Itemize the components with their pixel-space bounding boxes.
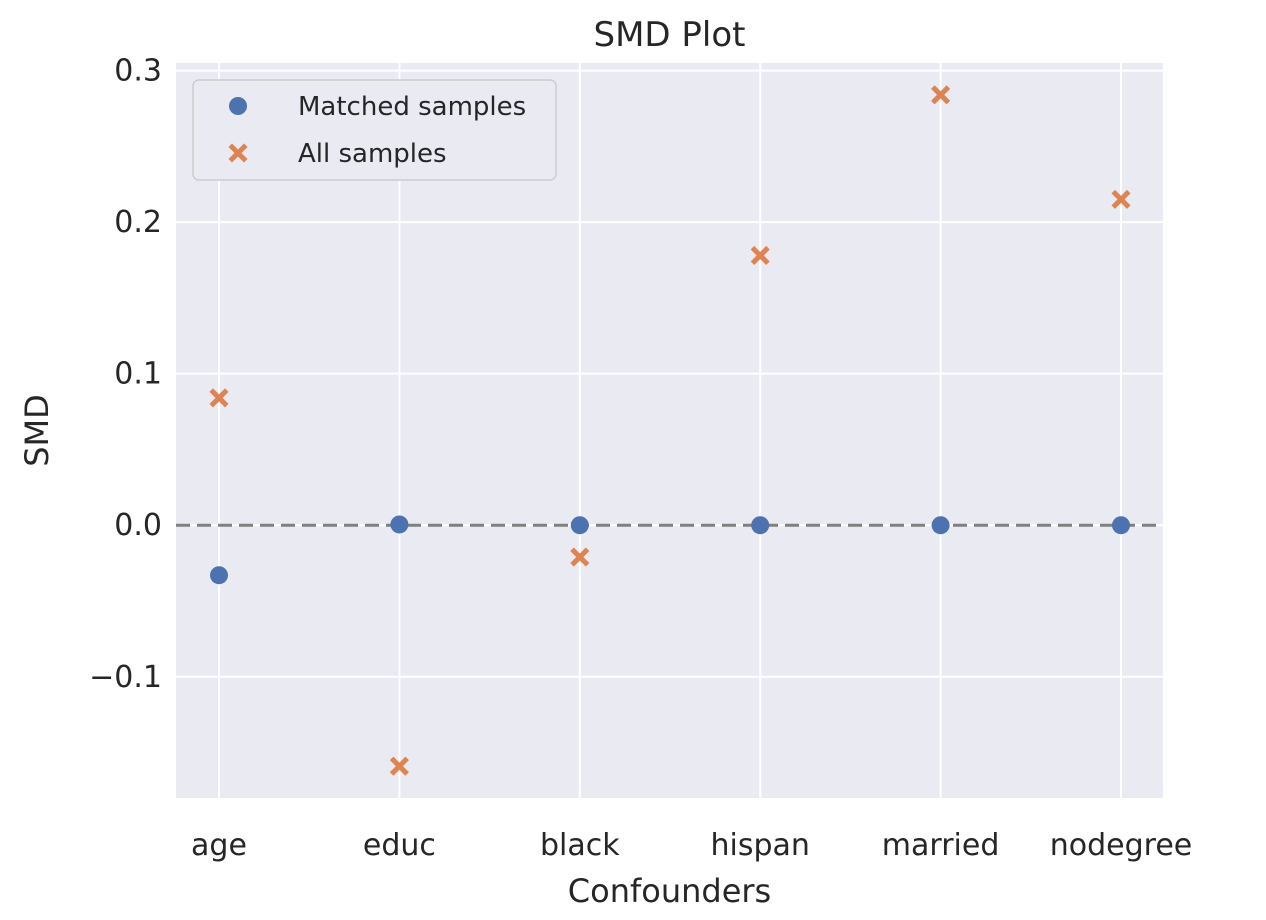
x-tick-label: married <box>882 828 1000 863</box>
x-tick-label: nodegree <box>1050 828 1193 863</box>
x-tick-labels: age educ black hispan married nodegree <box>191 828 1192 863</box>
y-tick-label: 0.2 <box>114 205 162 240</box>
plot-area <box>176 63 1163 798</box>
legend: Matched samples All samples <box>192 79 557 181</box>
matched-sample-point <box>390 515 409 534</box>
all-sample-point <box>750 245 770 265</box>
y-tick-labels: −0.1 0.0 0.1 0.2 0.3 <box>89 54 162 695</box>
x-tick-label: age <box>191 828 247 863</box>
y-tick-label: −0.1 <box>89 660 162 695</box>
matched-sample-point <box>1112 516 1130 535</box>
matched-sample-point <box>931 516 950 535</box>
legend-label: All samples <box>298 139 447 169</box>
y-tick-label: 0.1 <box>114 357 162 392</box>
y-axis-label: SMD <box>18 394 56 467</box>
legend-box <box>192 79 557 181</box>
x-tick-label: hispan <box>710 828 809 863</box>
matched-sample-point <box>210 566 228 585</box>
all-sample-point <box>931 85 951 105</box>
x-axis-label: Confounders <box>568 872 771 910</box>
legend-label: Matched samples <box>298 92 526 122</box>
y-tick-label: 0.3 <box>114 54 162 89</box>
all-sample-point <box>209 388 229 408</box>
x-icon <box>228 143 248 163</box>
all-sample-point <box>389 756 409 776</box>
matched-sample-point <box>751 516 770 535</box>
y-tick-label: 0.0 <box>114 508 162 543</box>
x-tick-label: educ <box>363 828 436 863</box>
circle-icon <box>229 97 247 115</box>
all-sample-point <box>1111 189 1131 209</box>
x-tick-label: black <box>540 828 620 863</box>
data-points <box>209 85 1131 776</box>
matched-sample-point <box>570 516 589 535</box>
all-sample-point <box>570 547 590 567</box>
chart-title: SMD Plot <box>594 15 746 55</box>
